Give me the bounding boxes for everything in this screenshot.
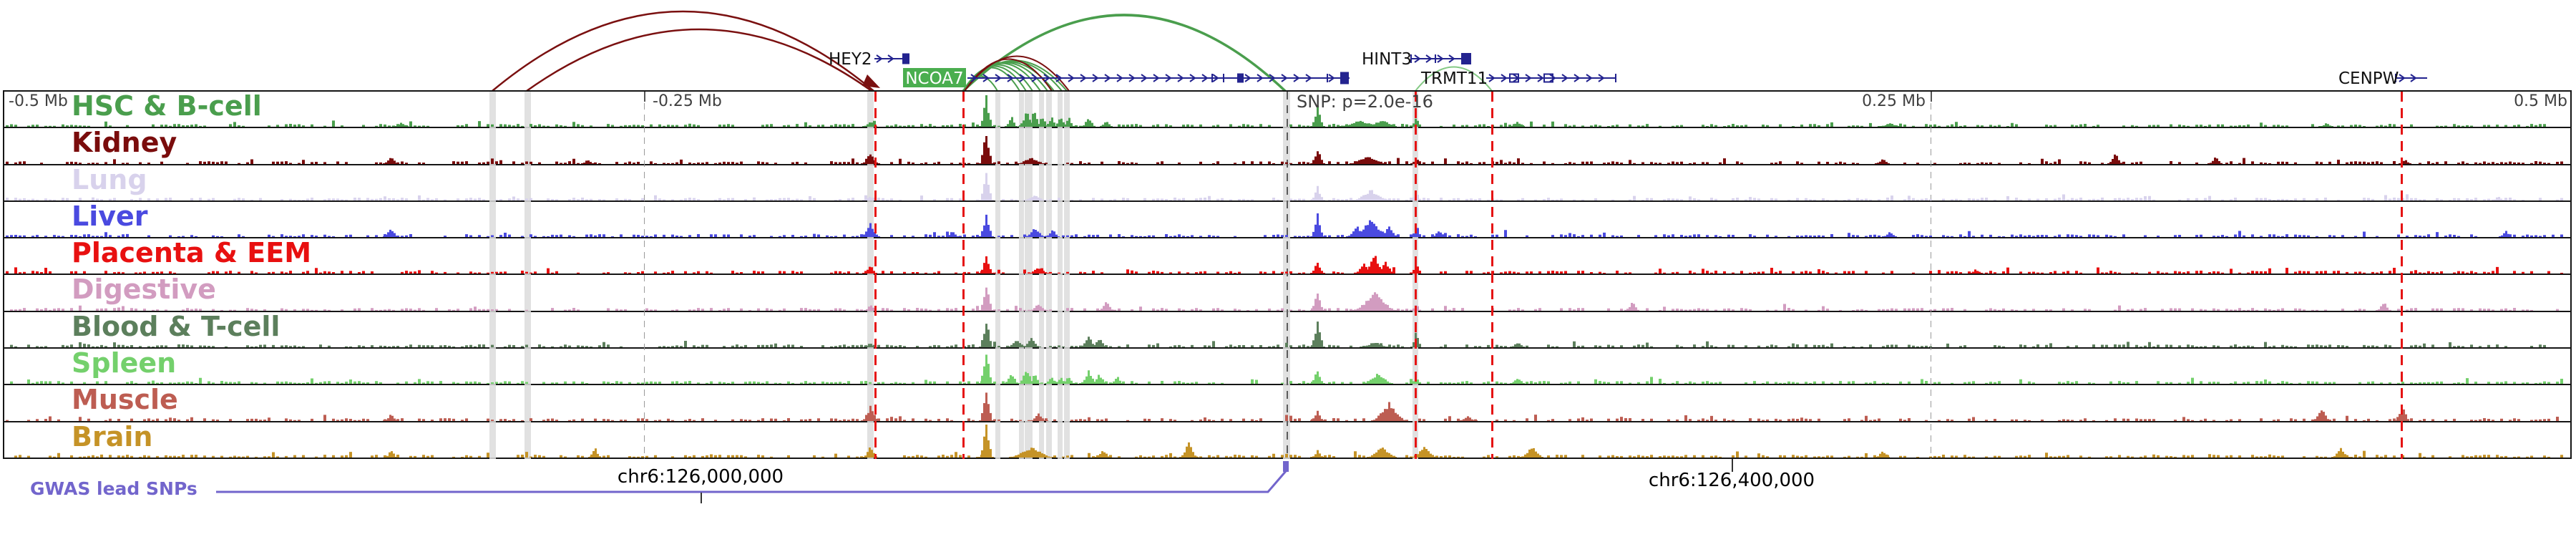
genomic-coordinate-label: chr6:126,400,000 (1648, 470, 1815, 491)
track-row-kidney[interactable]: Kidney (4, 128, 2570, 165)
gene-trmt11[interactable]: TRMT11 (1420, 69, 1616, 87)
interaction-arc (962, 61, 1055, 92)
signal-plot-blood-t-cell (10, 321, 2546, 348)
track-row-blood-t-cell[interactable]: Blood & T-cell (4, 312, 2570, 349)
gene-name-label: CENPW (2338, 69, 2399, 87)
track-label: Blood & T-cell (72, 310, 280, 342)
arc-arrowhead-icon (862, 74, 880, 88)
track-label: Spleen (72, 347, 177, 379)
track-label: Brain (72, 420, 153, 453)
signal-plot-spleen (10, 354, 2563, 384)
snp-position-line (1287, 92, 1288, 459)
ruler-label: -0.25 Mb (653, 92, 722, 110)
track-row-lung[interactable]: Lung (4, 165, 2570, 202)
gene-name-label: NCOA7 (905, 69, 963, 87)
gene-hint3[interactable]: HINT3 (1362, 50, 1471, 69)
track-label: Kidney (72, 127, 177, 159)
gwas-lead-snps-label: GWAS lead SNPs (30, 478, 197, 499)
track-label: HSC & B-cell (72, 90, 262, 122)
track-label: Placenta & EEM (72, 237, 312, 269)
snp-pvalue-label: SNP: p=2.0e-16 (1297, 92, 1433, 112)
ruler-tick (644, 92, 645, 102)
interaction-arc (962, 59, 1068, 92)
signal-plot-digestive (10, 287, 2559, 311)
gene-cenpw[interactable]: CENPW (2338, 69, 2427, 87)
track-label: Digestive (72, 274, 216, 306)
red-dashed-marker-line (1415, 92, 1417, 459)
gene-name-label: TRMT11 (1420, 69, 1488, 87)
signal-plot-hsc-b-cell (6, 95, 2546, 127)
signal-plot-lung (6, 173, 2563, 200)
gene-annotation-layer: HEY2 NCOA7 HINT3 TRMT11 CENPW (829, 50, 2427, 87)
ruler-tick (1931, 92, 1932, 102)
ruler-label: -0.5 Mb (9, 92, 68, 110)
ruler-label: 0.5 Mb (2514, 92, 2567, 110)
interaction-arc (526, 28, 872, 92)
ruler-gridline (644, 92, 645, 459)
genomic-coordinate-label: chr6:126,000,000 (617, 466, 784, 488)
red-dashed-marker-line (874, 92, 877, 459)
track-row-spleen[interactable]: Spleen (4, 347, 2570, 386)
red-dashed-marker-line (2401, 92, 2403, 459)
highlight-band (995, 92, 1000, 459)
interaction-arc (964, 55, 1070, 92)
highlight-band (1064, 92, 1070, 459)
highlight-band (867, 92, 874, 459)
highlight-band (1046, 92, 1052, 459)
track-row-muscle[interactable]: Muscle (4, 385, 2570, 422)
track-label: Muscle (72, 384, 178, 416)
highlight-band (1025, 92, 1033, 459)
track-row-hsc-b-cell[interactable]: HSC & B-cell (4, 90, 2570, 129)
lead-snp-marker[interactable] (1283, 461, 1289, 472)
highlight-band (1058, 92, 1063, 459)
signal-plot-brain (14, 424, 2563, 458)
highlight-band (1039, 92, 1044, 459)
ruler-label: 0.25 Mb (1862, 92, 1926, 110)
track-row-brain[interactable]: Brain (4, 422, 2570, 459)
track-label: Lung (72, 163, 147, 195)
signal-plot-kidney (6, 135, 2563, 164)
coordinate-tick (701, 493, 702, 503)
gene-ncoa7[interactable]: NCOA7 (903, 68, 1350, 87)
highlight-band (525, 92, 531, 459)
interaction-arc (492, 10, 874, 92)
signal-plot-muscle (6, 392, 2559, 421)
gene-name-label: HINT3 (1362, 50, 1412, 69)
signal-plot-liver (6, 213, 2563, 238)
track-label: Liver (72, 200, 148, 232)
signal-plot-placenta-eem (6, 256, 2563, 274)
track-stack: HSC & B-cell Kidney Lung Liver Placenta & EE… (3, 90, 2572, 459)
track-row-liver[interactable]: Liver (4, 200, 2570, 239)
gene-hey2[interactable]: HEY2 (829, 50, 909, 69)
red-dashed-marker-line (962, 92, 965, 459)
coordinate-tick (1732, 459, 1733, 472)
highlight-band (489, 92, 496, 459)
track-row-placenta-eem[interactable]: Placenta & EEM (4, 237, 2570, 276)
red-dashed-marker-line (1491, 92, 1493, 459)
gene-name-label: HEY2 (829, 50, 872, 69)
track-row-digestive[interactable]: Digestive (4, 274, 2570, 312)
highlight-band (1019, 92, 1024, 459)
